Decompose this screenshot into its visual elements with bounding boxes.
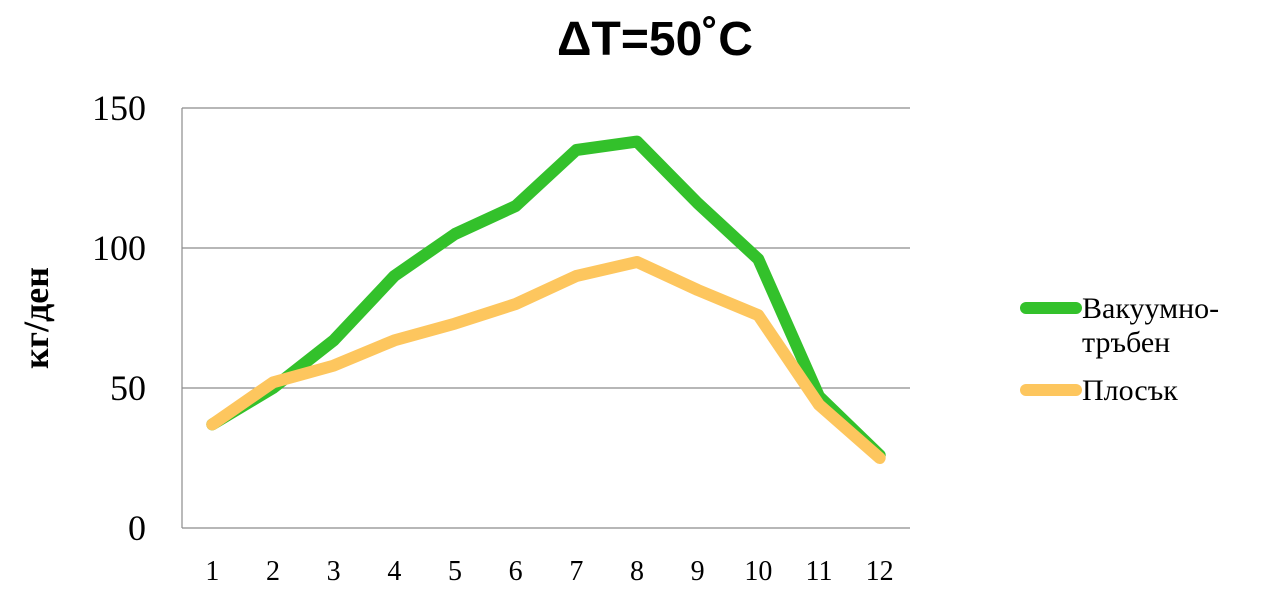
- x-tick-label: 1: [205, 556, 219, 587]
- y-axis-label: кг/ден: [16, 267, 56, 369]
- x-axis-ticks: 1 2 3 4 5 6 7 8 9 10 11 12: [205, 556, 893, 587]
- x-tick-label: 3: [327, 556, 341, 587]
- y-axis-ticks: 0 50 100 150: [92, 88, 146, 548]
- series-line-1: [212, 142, 879, 456]
- x-tick-label: 8: [630, 556, 644, 587]
- x-tick-label: 7: [569, 556, 583, 587]
- legend: Вакуумно-тръбен Плосък: [1026, 292, 1219, 407]
- series-lines: [212, 142, 879, 458]
- x-tick-label: 9: [691, 556, 705, 587]
- x-tick-label: 4: [387, 556, 401, 587]
- y-tick-label: 100: [92, 228, 146, 268]
- x-tick-label: 6: [509, 556, 523, 587]
- y-tick-label: 0: [128, 508, 146, 548]
- legend-label-2: Плосък: [1082, 374, 1178, 407]
- x-tick-label: 12: [866, 556, 894, 587]
- chart-title: ΔT=50˚C: [557, 13, 753, 66]
- y-tick-label: 50: [110, 368, 146, 408]
- legend-label-1: Вакуумно-тръбен: [1082, 292, 1219, 359]
- x-tick-label: 11: [806, 556, 833, 587]
- y-tick-label: 150: [92, 88, 146, 128]
- x-tick-label: 2: [266, 556, 280, 587]
- x-tick-label: 5: [448, 556, 462, 587]
- x-tick-label: 10: [744, 556, 772, 587]
